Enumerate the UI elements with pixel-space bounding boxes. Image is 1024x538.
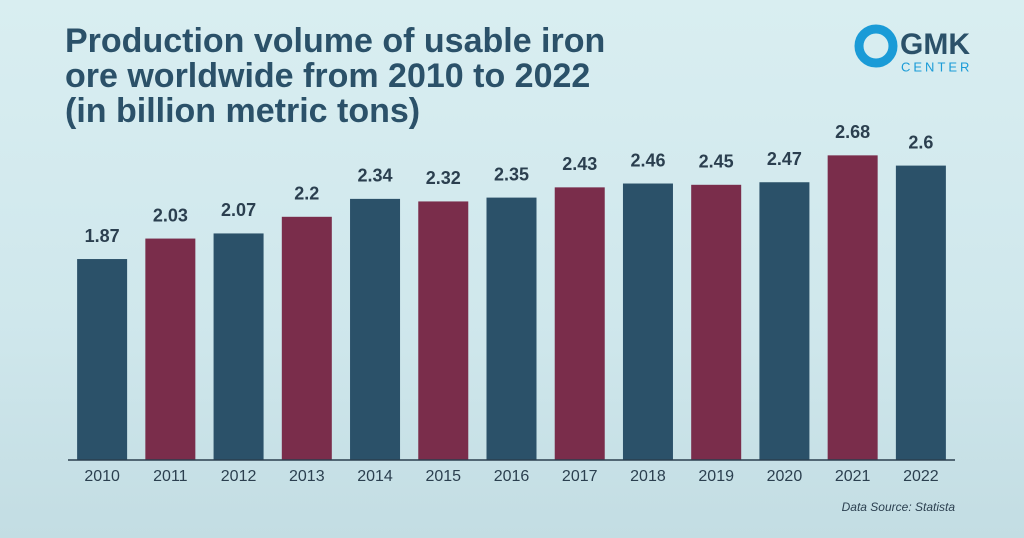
value-label: 2.03 [153,205,188,225]
value-label: 2.68 [835,122,870,142]
bar [554,187,605,461]
x-tick-label: 2021 [835,468,871,485]
bar [622,183,673,460]
value-label: 1.87 [85,226,120,246]
bar [145,238,196,460]
x-tick-label: 2018 [630,468,666,485]
bar [759,182,810,461]
value-label: 2.2 [294,184,319,204]
x-tick-label: 2019 [698,468,734,485]
bar [418,201,469,460]
x-tick-label: 2011 [153,468,188,485]
bar [486,197,537,460]
source: Data Source: Statista [842,500,956,514]
value-label: 2.43 [562,154,597,174]
value-label: 2.34 [358,166,393,186]
x-tick-label: 2015 [425,468,461,485]
bar [281,216,332,460]
x-tick-label: 2012 [221,468,257,485]
value-label: 2.45 [699,152,734,172]
bar [350,198,401,460]
x-tick-label: 2013 [289,468,325,485]
x-tick-label: 2022 [903,468,939,485]
bar [77,259,128,460]
value-label: 2.32 [426,168,461,188]
logo-icon [854,24,898,68]
logo-subtitle: CENTER [901,59,972,74]
value-label: 2.6 [908,132,933,152]
bar [827,155,878,461]
x-tick-label: 2016 [494,468,530,485]
logo-name: GMK [900,28,970,61]
bar [213,233,264,460]
chart-title: Production volume of usable iron ore wor… [65,22,606,130]
x-tick-label: 2010 [84,468,120,485]
value-label: 2.47 [767,149,802,169]
value-label: 2.07 [221,200,256,220]
x-tick-label: 2020 [767,468,803,485]
value-label: 2.35 [494,164,529,184]
x-tick-label: 2014 [357,468,393,485]
value-label: 2.46 [630,150,665,170]
bar [895,165,946,460]
x-tick-label: 2017 [562,468,598,485]
bar [691,184,742,461]
